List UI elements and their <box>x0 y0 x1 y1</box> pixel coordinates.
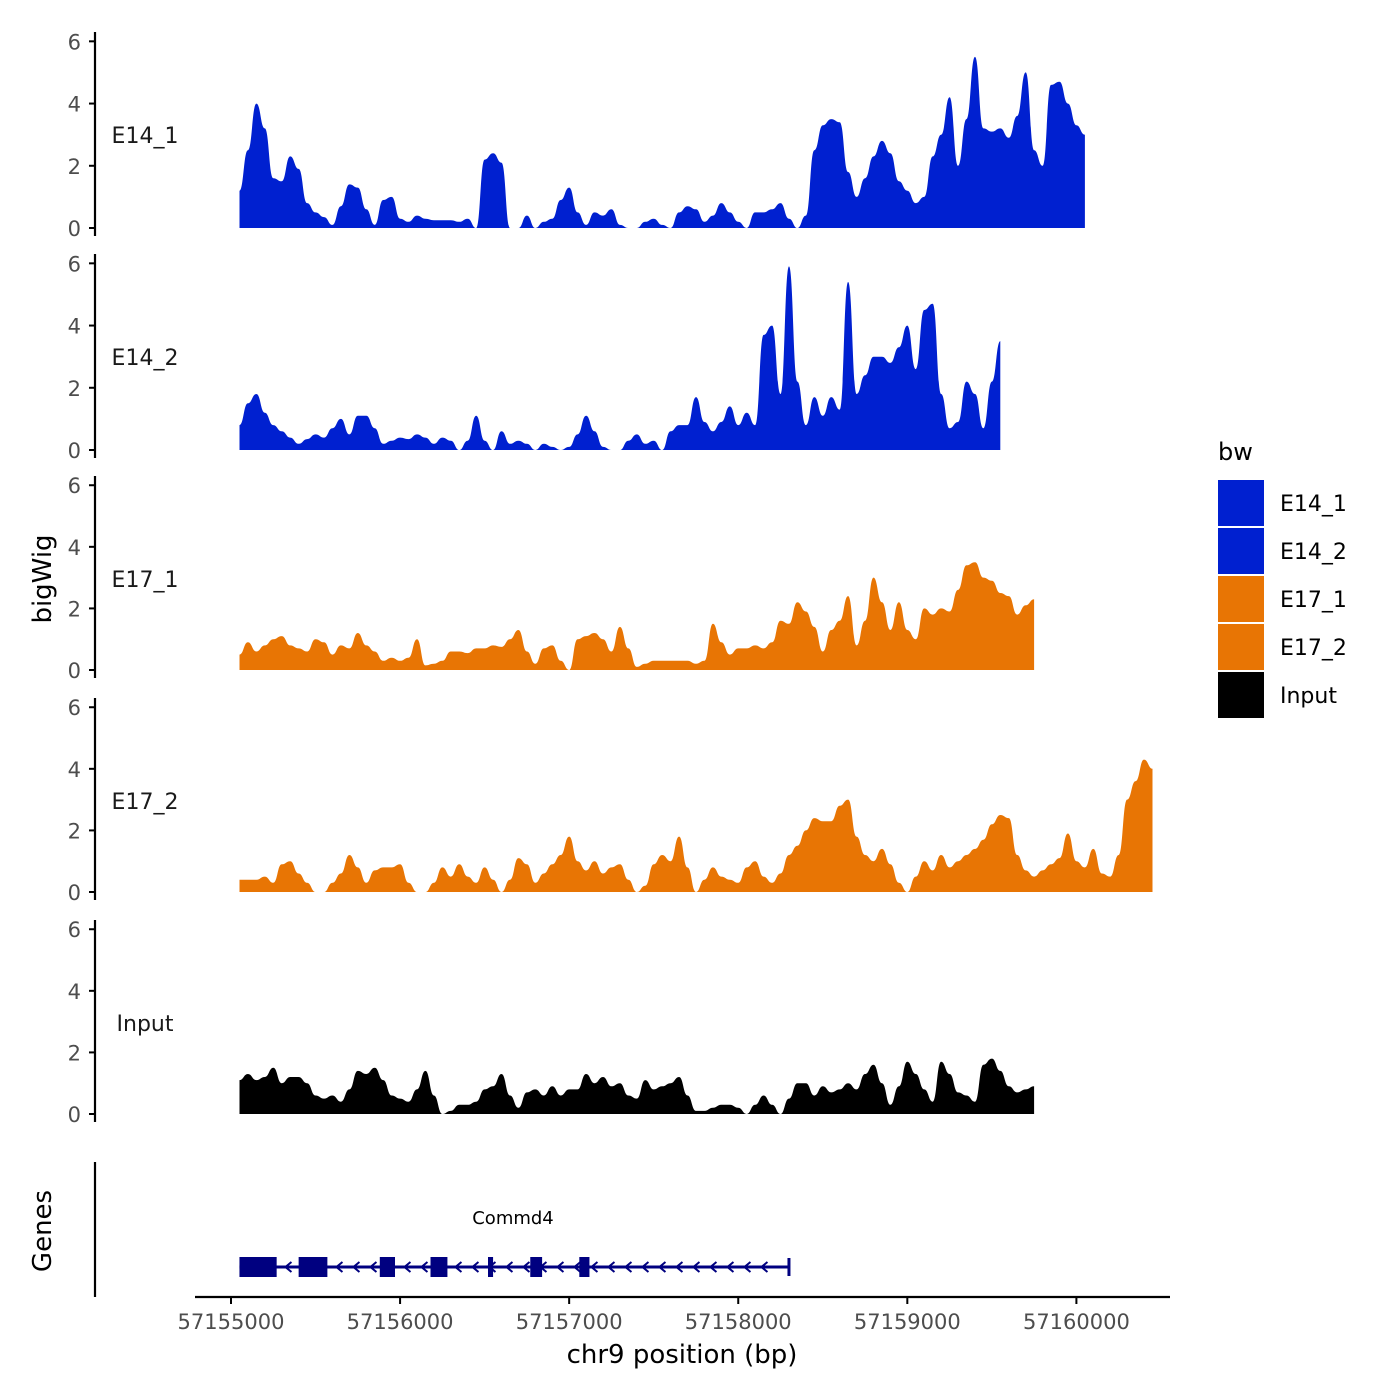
track-e14_2: 0 2 4 6 E14_2 <box>68 252 1001 463</box>
y-tick-label: 6 <box>68 918 81 942</box>
strand-arrow <box>504 1261 514 1273</box>
track-e17_2: 0 2 4 6 E17_2 <box>68 696 1153 905</box>
strand-arrow <box>725 1261 735 1273</box>
track-label: Input <box>117 1012 174 1037</box>
x-tick-label: 57157000 <box>516 1310 623 1334</box>
track-input: 0 2 4 6 Input <box>68 918 1035 1127</box>
legend-key-e14_1 <box>1218 480 1264 526</box>
strand-arrow <box>606 1261 616 1273</box>
exon <box>579 1257 590 1277</box>
exon <box>379 1257 396 1277</box>
legend-key-e17_1 <box>1218 576 1264 622</box>
y-tick-label: 6 <box>68 252 81 276</box>
track-label: E14_1 <box>112 124 179 149</box>
legend-key-e17_2 <box>1218 624 1264 670</box>
track-e17_1: 0 2 4 6 E17_1 <box>68 474 1035 683</box>
strand-arrow <box>708 1261 718 1273</box>
y-tick-label: 0 <box>68 881 81 905</box>
y-tick-label: 2 <box>68 155 81 179</box>
track-e14_1: 0 2 4 6 E14_1 <box>68 30 1085 241</box>
gene-annotation-panel: Commd4 <box>93 1162 791 1297</box>
coverage-area-e14_2 <box>239 266 1001 450</box>
gene-commd4: Commd4 <box>239 1208 791 1277</box>
exon <box>298 1257 328 1277</box>
strand-arrow <box>283 1261 293 1273</box>
strand-arrow <box>742 1261 752 1273</box>
y-tick-label: 2 <box>68 819 81 843</box>
x-tick-label: 57160000 <box>1023 1310 1130 1334</box>
track-label: E14_2 <box>112 346 179 371</box>
y-tick-label: 0 <box>68 659 81 683</box>
coverage-area-input <box>239 1058 1035 1114</box>
y-tick-label: 0 <box>68 217 81 241</box>
y-tick-label: 4 <box>68 536 81 560</box>
x-axis-title: chr9 position (bp) <box>567 1340 798 1370</box>
y-tick-label: 4 <box>68 758 81 782</box>
y-tick-label: 4 <box>68 315 81 339</box>
gene-name-label: Commd4 <box>472 1208 554 1229</box>
y-tick-label: 0 <box>68 1103 81 1127</box>
strand-arrow <box>453 1261 463 1273</box>
strand-arrow <box>555 1261 565 1273</box>
x-tick-label: 57156000 <box>347 1310 454 1334</box>
y-tick-label: 0 <box>68 439 81 463</box>
strand-arrow <box>572 1261 582 1273</box>
y-tick-label: 6 <box>68 30 81 54</box>
legend-label: E14_1 <box>1280 492 1347 517</box>
genes-axis-title: Genes <box>28 1190 58 1272</box>
legend: bw E14_1 E14_2 E17_1 E17_2 Input <box>1218 438 1347 718</box>
strand-arrow <box>368 1261 378 1273</box>
track-label: E17_1 <box>112 568 179 593</box>
track-label: E17_2 <box>112 790 179 815</box>
strand-arrow <box>623 1261 633 1273</box>
strand-arrow <box>691 1261 701 1273</box>
strand-arrow <box>419 1261 429 1273</box>
coverage-area-e17_2 <box>239 759 1153 892</box>
y-tick-label: 6 <box>68 474 81 498</box>
coverage-area-e14_1 <box>239 56 1085 229</box>
x-tick-label: 57158000 <box>685 1310 792 1334</box>
strand-arrow <box>470 1261 480 1273</box>
strand-arrow <box>657 1261 667 1273</box>
y-tick-label: 2 <box>68 597 81 621</box>
legend-label: E17_1 <box>1280 588 1347 613</box>
strand-arrow <box>334 1261 344 1273</box>
y-tick-label: 2 <box>68 1041 81 1065</box>
legend-key-e14_2 <box>1218 528 1264 574</box>
exon <box>488 1257 494 1277</box>
x-axis: 57155000 57156000 57157000 57158000 57159000… <box>178 1295 1170 1334</box>
x-tick-label: 57155000 <box>178 1310 285 1334</box>
x-tick-label: 57159000 <box>854 1310 961 1334</box>
strand-arrow <box>640 1261 650 1273</box>
strand-arrow <box>521 1261 531 1273</box>
legend-label: E17_2 <box>1280 636 1347 661</box>
legend-title: bw <box>1218 438 1253 466</box>
y-tick-label: 2 <box>68 377 81 401</box>
strand-arrow <box>402 1261 412 1273</box>
legend-label: E14_2 <box>1280 540 1347 565</box>
y-axis-title: bigWig <box>28 534 58 623</box>
coverage-tracks: 0 2 4 6 E14_1 0 2 4 6 E14_2 0 2 4 6 E17_1 0 2 4 6 E17_2 0 2 4 6… <box>68 30 1153 1127</box>
y-tick-label: 4 <box>68 980 81 1004</box>
y-tick-label: 4 <box>68 93 81 117</box>
exon <box>239 1257 277 1277</box>
legend-key-input <box>1218 672 1264 718</box>
strand-arrow <box>674 1261 684 1273</box>
strand-arrow <box>351 1261 361 1273</box>
y-tick-label: 6 <box>68 696 81 720</box>
coverage-area-e17_1 <box>239 562 1035 670</box>
strand-arrow <box>759 1261 769 1273</box>
exon <box>430 1257 448 1277</box>
exon <box>530 1257 543 1277</box>
strand-arrow <box>589 1261 599 1273</box>
legend-label: Input <box>1280 684 1337 709</box>
